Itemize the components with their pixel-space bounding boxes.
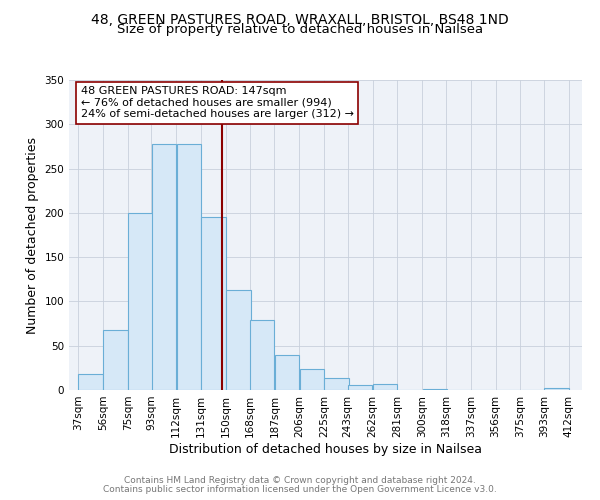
Bar	[422, 389, 447, 390]
Text: Size of property relative to detached houses in Nailsea: Size of property relative to detached ho…	[117, 22, 483, 36]
Y-axis label: Number of detached properties: Number of detached properties	[26, 136, 39, 334]
Bar	[544, 388, 569, 390]
Bar	[250, 320, 274, 390]
Text: Contains public sector information licensed under the Open Government Licence v3: Contains public sector information licen…	[103, 485, 497, 494]
Bar	[275, 356, 299, 390]
Text: 48, GREEN PASTURES ROAD, WRAXALL, BRISTOL, BS48 1ND: 48, GREEN PASTURES ROAD, WRAXALL, BRISTO…	[91, 12, 509, 26]
X-axis label: Distribution of detached houses by size in Nailsea: Distribution of detached houses by size …	[169, 442, 482, 456]
Bar	[202, 218, 226, 390]
Bar	[176, 144, 201, 390]
Bar	[79, 374, 103, 390]
Bar	[152, 144, 176, 390]
Bar	[373, 384, 397, 390]
Bar	[226, 290, 251, 390]
Bar	[128, 213, 152, 390]
Bar	[325, 378, 349, 390]
Text: 48 GREEN PASTURES ROAD: 147sqm
← 76% of detached houses are smaller (994)
24% of: 48 GREEN PASTURES ROAD: 147sqm ← 76% of …	[81, 86, 354, 120]
Bar	[103, 330, 128, 390]
Text: Contains HM Land Registry data © Crown copyright and database right 2024.: Contains HM Land Registry data © Crown c…	[124, 476, 476, 485]
Bar	[348, 384, 373, 390]
Bar	[299, 368, 324, 390]
